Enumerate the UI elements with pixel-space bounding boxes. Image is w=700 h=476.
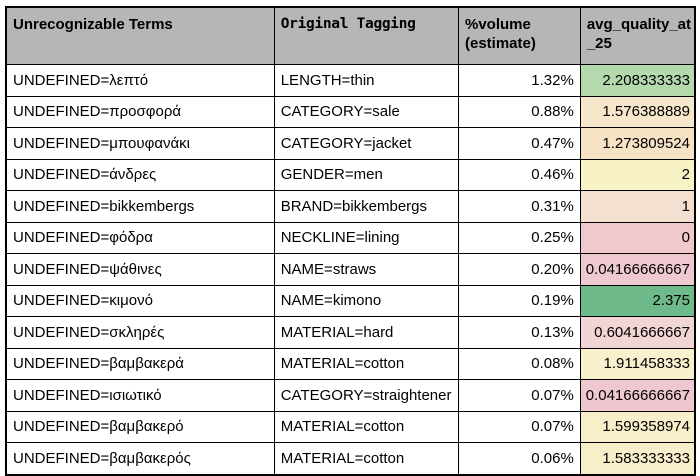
quality-cell: 1.576388889 xyxy=(579,95,696,128)
volume-cell: 0.07% xyxy=(457,379,581,412)
term-cell: UNDEFINED=άνδρες xyxy=(5,158,275,191)
tag-cell: MATERIAL=cotton xyxy=(273,442,459,475)
volume-cell: 0.19% xyxy=(457,284,581,317)
term-cell: UNDEFINED=βαμβακερά xyxy=(5,347,275,380)
tag-cell: MATERIAL=hard xyxy=(273,316,459,349)
unrecognizable-terms-table: Unrecognizable Terms Original Tagging %v… xyxy=(5,6,696,476)
volume-cell: 0.31% xyxy=(457,190,581,223)
tag-cell: CATEGORY=straightener xyxy=(273,379,459,412)
header-volume-line2: (estimate) xyxy=(464,35,536,52)
table-row: UNDEFINED=bikkembergs BRAND=bikkembergs … xyxy=(5,190,696,223)
quality-cell: 1.583333333 xyxy=(579,442,696,475)
table-header-row: Unrecognizable Terms Original Tagging %v… xyxy=(5,6,696,65)
tag-cell: CATEGORY=jacket xyxy=(273,127,459,160)
table-row: UNDEFINED=προσφορά CATEGORY=sale 0.88% 1… xyxy=(5,95,696,128)
volume-cell: 0.08% xyxy=(457,347,581,380)
quality-table-container: Unrecognizable Terms Original Tagging %v… xyxy=(5,6,696,476)
table-row: UNDEFINED=φόδρα NECKLINE=lining 0.25% 0 xyxy=(5,221,696,254)
header-original-tagging: Original Tagging xyxy=(273,6,459,65)
quality-cell: 1.911458333 xyxy=(579,347,696,380)
header-avg-quality-line1: avg_quality_at xyxy=(586,16,692,33)
header-unrecognizable-terms-label: Unrecognizable Terms xyxy=(13,16,173,33)
header-volume-estimate: %volume (estimate) xyxy=(457,6,581,65)
tag-cell: BRAND=bikkembergs xyxy=(273,190,459,223)
quality-cell: 0 xyxy=(579,221,696,254)
table-row: UNDEFINED=κιμονό NAME=kimono 0.19% 2.375 xyxy=(5,284,696,317)
table-row: UNDEFINED=βαμβακερός MATERIAL=cotton 0.0… xyxy=(5,442,696,475)
term-cell: UNDEFINED=βαμβακερό xyxy=(5,410,275,443)
volume-cell: 0.47% xyxy=(457,127,581,160)
quality-cell: 1.273809524 xyxy=(579,127,696,160)
volume-cell: 1.32% xyxy=(457,64,581,97)
term-cell: UNDEFINED=προσφορά xyxy=(5,95,275,128)
table-row: UNDEFINED=ψάθινες NAME=straws 0.20% 0.04… xyxy=(5,253,696,286)
quality-cell: 2 xyxy=(579,158,696,191)
table-row: UNDEFINED=βαμβακερό MATERIAL=cotton 0.07… xyxy=(5,410,696,443)
quality-cell: 1.599358974 xyxy=(579,410,696,443)
tag-cell: GENDER=men xyxy=(273,158,459,191)
term-cell: UNDEFINED=bikkembergs xyxy=(5,190,275,223)
quality-cell: 0.6041666667 xyxy=(579,316,696,349)
table-body: UNDEFINED=λεπτό LENGTH=thin 1.32% 2.2083… xyxy=(5,64,696,475)
tag-cell: NAME=straws xyxy=(273,253,459,286)
table-row: UNDEFINED=άνδρες GENDER=men 0.46% 2 xyxy=(5,158,696,191)
tag-cell: LENGTH=thin xyxy=(273,64,459,97)
table-row: UNDEFINED=μπουφανάκι CATEGORY=jacket 0.4… xyxy=(5,127,696,160)
term-cell: UNDEFINED=κιμονό xyxy=(5,284,275,317)
volume-cell: 0.88% xyxy=(457,95,581,128)
quality-cell: 0.04166666667 xyxy=(579,379,696,412)
volume-cell: 0.13% xyxy=(457,316,581,349)
tag-cell: CATEGORY=sale xyxy=(273,95,459,128)
volume-cell: 0.46% xyxy=(457,158,581,191)
term-cell: UNDEFINED=βαμβακερός xyxy=(5,442,275,475)
table-row: UNDEFINED=ισιωτικό CATEGORY=straightener… xyxy=(5,379,696,412)
tag-cell: MATERIAL=cotton xyxy=(273,347,459,380)
tag-cell: NECKLINE=lining xyxy=(273,221,459,254)
quality-cell: 1 xyxy=(579,190,696,223)
header-avg-quality: avg_quality_at _25 xyxy=(579,6,696,65)
quality-cell: 2.208333333 xyxy=(579,64,696,97)
term-cell: UNDEFINED=λεπτό xyxy=(5,64,275,97)
volume-cell: 0.20% xyxy=(457,253,581,286)
header-original-tagging-label: Original Tagging xyxy=(280,16,416,32)
quality-cell: 2.375 xyxy=(579,284,696,317)
table-row: UNDEFINED=σκληρές MATERIAL=hard 0.13% 0.… xyxy=(5,316,696,349)
volume-cell: 0.07% xyxy=(457,410,581,443)
header-avg-quality-line2: _25 xyxy=(586,35,612,52)
term-cell: UNDEFINED=σκληρές xyxy=(5,316,275,349)
table-row: UNDEFINED=βαμβακερά MATERIAL=cotton 0.08… xyxy=(5,347,696,380)
term-cell: UNDEFINED=φόδρα xyxy=(5,221,275,254)
header-volume-line1: %volume xyxy=(464,16,531,33)
table-row: UNDEFINED=λεπτό LENGTH=thin 1.32% 2.2083… xyxy=(5,64,696,97)
term-cell: UNDEFINED=ισιωτικό xyxy=(5,379,275,412)
term-cell: UNDEFINED=ψάθινες xyxy=(5,253,275,286)
tag-cell: NAME=kimono xyxy=(273,284,459,317)
quality-cell: 0.04166666667 xyxy=(579,253,696,286)
term-cell: UNDEFINED=μπουφανάκι xyxy=(5,127,275,160)
volume-cell: 0.06% xyxy=(457,442,581,475)
tag-cell: MATERIAL=cotton xyxy=(273,410,459,443)
header-unrecognizable-terms: Unrecognizable Terms xyxy=(5,6,275,65)
volume-cell: 0.25% xyxy=(457,221,581,254)
